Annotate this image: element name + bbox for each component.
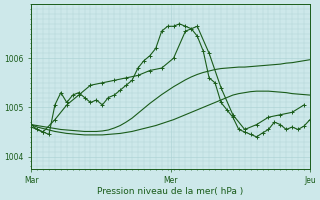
- X-axis label: Pression niveau de la mer( hPa ): Pression niveau de la mer( hPa ): [98, 187, 244, 196]
